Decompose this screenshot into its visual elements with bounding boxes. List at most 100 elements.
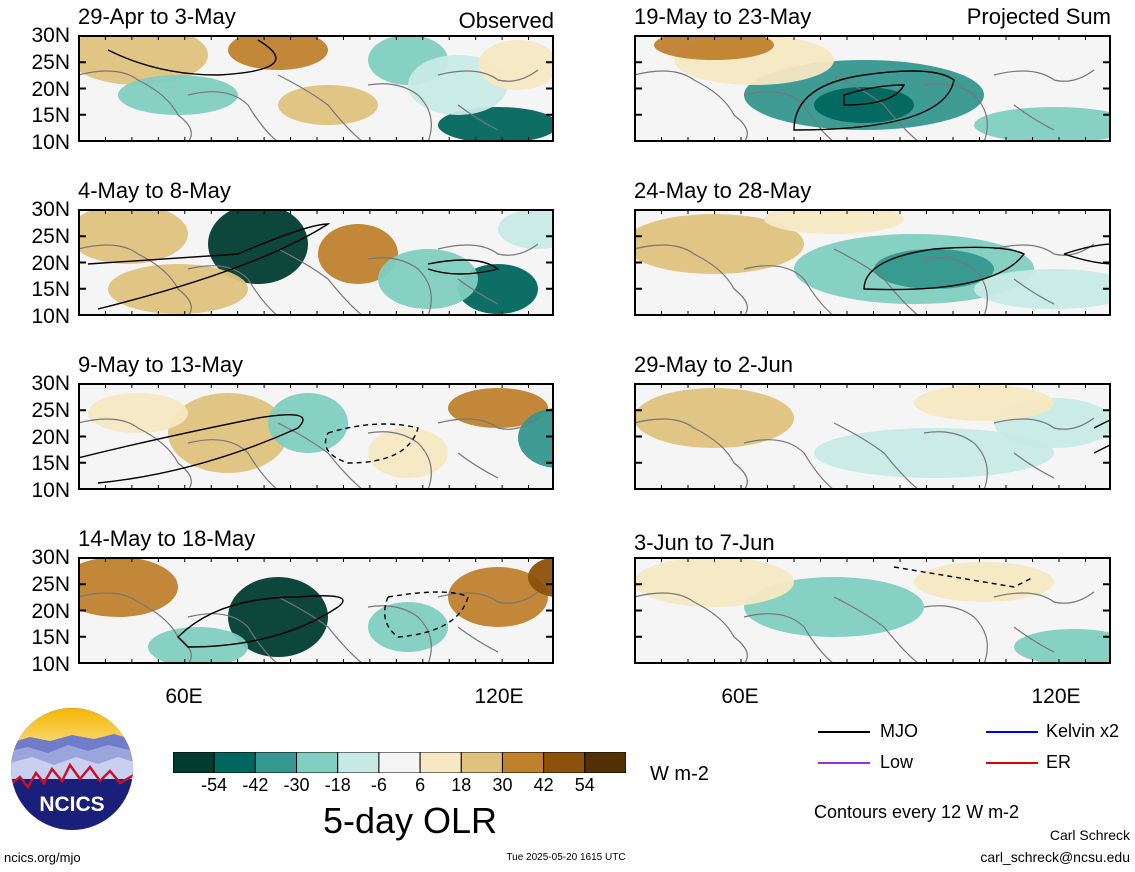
olr-anomaly-region: [78, 35, 208, 85]
projected-panel-3-title: 29-May to 2-Jun: [634, 352, 793, 377]
projected-panel-2-title: 24-May to 28-May: [634, 178, 812, 203]
observed-panel-3-map: [78, 383, 554, 490]
lon-label-60e-right: 60E: [721, 685, 759, 708]
olr-anomaly-region: [78, 557, 178, 617]
olr-anomaly-region: [528, 557, 554, 597]
coastline: [78, 69, 539, 142]
colorbar-tick-label: -18: [324, 775, 351, 795]
olr-anomaly-region: [814, 87, 914, 123]
lat-label: 15N: [31, 452, 70, 476]
colorbar-swatch: [213, 751, 256, 774]
olr-map: [634, 209, 1111, 316]
olr-anomaly-region: [88, 393, 188, 433]
coastline: [634, 591, 1095, 664]
mjo-contour: [87, 223, 331, 310]
colorbar-tick-label: -6: [370, 775, 387, 795]
legend-kelvin-swatch: [986, 731, 1038, 733]
lat-label: 15N: [31, 278, 70, 302]
colorbar-swatch: [419, 751, 462, 774]
olr-map: [78, 35, 554, 142]
lat-label: 20N: [31, 251, 70, 275]
olr-map: [78, 557, 554, 664]
colorbar-tick-label: 42: [533, 775, 554, 795]
projected-panel-1-title: 19-May to 23-May: [634, 4, 812, 29]
lat-label: 10N: [31, 479, 70, 502]
olr-anomaly-region: [368, 428, 448, 478]
contour-note: Contours every 12 W m-2: [814, 802, 1020, 822]
coastline: [78, 591, 539, 664]
coastline: [78, 417, 539, 490]
projected-panel-2-map: [634, 209, 1111, 316]
author-email: carl_schreck@ncsu.edu: [980, 849, 1130, 865]
projected-label: Projected Sum: [966, 4, 1111, 29]
logo-text: NCICS: [39, 793, 104, 816]
olr-anomaly-region: [78, 209, 188, 264]
site-link[interactable]: ncics.org/mjo: [4, 850, 81, 865]
lat-label: 30N: [31, 198, 70, 221]
legend-er-swatch: [986, 762, 1038, 764]
legend-low-label: Low: [880, 752, 914, 772]
projected-panel-3-map: [634, 383, 1111, 490]
timestamp: Tue 2025-05-20 1615 UTC: [506, 852, 626, 863]
colorbar-swatch: [584, 751, 627, 774]
ncics-logo: NCICS: [10, 707, 134, 831]
olr-anomaly-region: [268, 393, 348, 453]
observed-panel-4-title: 14-May to 18-May: [78, 526, 256, 551]
lat-label: 25N: [31, 572, 70, 596]
colorbar-tick-label: 6: [415, 775, 426, 795]
olr-anomaly-region: [458, 264, 538, 314]
olr-map: [634, 383, 1111, 490]
olr-anomaly-region: [518, 408, 554, 468]
lat-label: 25N: [31, 224, 70, 248]
colorbar-tick-label: 18: [451, 775, 472, 795]
mjo-contour: [843, 84, 906, 106]
lat-label: 25N: [31, 50, 70, 74]
lat-label: 25N: [31, 398, 70, 422]
lat-label: 30N: [31, 24, 70, 47]
olr-anomaly-region: [148, 627, 248, 664]
olr-anomaly-region: [634, 214, 804, 274]
coastline: [634, 417, 1095, 490]
mjo-contour: [177, 595, 344, 648]
lat-label: 30N: [31, 372, 70, 395]
olr-anomaly-region: [208, 209, 308, 284]
olr-anomaly-region: [744, 577, 924, 637]
coastline: [634, 243, 1095, 316]
colorbar-title: 5-day OLR: [322, 800, 498, 841]
colorbar-swatch: [296, 751, 339, 774]
olr-anomaly-region: [974, 269, 1111, 309]
projected-panel-1-map: [634, 35, 1111, 142]
olr-anomaly-region: [318, 224, 398, 284]
olr-anomaly-region: [914, 385, 1054, 421]
olr-anomaly-region: [634, 557, 794, 607]
mjo-contour: [384, 591, 469, 638]
mjo-contour: [793, 70, 955, 131]
colorbar-swatch: [337, 751, 380, 774]
mjo-contour: [1093, 418, 1111, 429]
observed-panel-1-title: 29-Apr to 3-May: [78, 4, 236, 29]
olr-anomaly-region: [118, 75, 238, 115]
coastline: [78, 243, 539, 316]
legend-kelvin-label: Kelvin x2: [1046, 721, 1120, 741]
lat-label: 10N: [31, 305, 70, 328]
colorbar-tick-label: 30: [492, 775, 513, 795]
lon-label-120e-right: 120E: [1031, 685, 1081, 708]
olr-map: [634, 35, 1111, 142]
lat-label: 20N: [31, 77, 70, 101]
olr-anomaly-region: [438, 107, 554, 142]
olr-anomaly-region: [634, 388, 794, 448]
lon-label-120e-left: 120E: [474, 685, 524, 708]
mjo-contour: [78, 413, 304, 484]
lat-label: 20N: [31, 425, 70, 449]
lat-label: 10N: [31, 653, 70, 676]
colorbar-tick-label: -42: [242, 775, 269, 795]
lat-label: 15N: [31, 626, 70, 650]
olr-anomaly-region: [654, 35, 774, 60]
observed-label: Observed: [458, 8, 554, 33]
colorbar-tick-label: -54: [201, 775, 228, 795]
projected-panel-4-title: 3-Jun to 7-Jun: [634, 530, 775, 555]
olr-anomaly-region: [874, 249, 994, 289]
colorbar-swatch: [543, 751, 586, 774]
observed-panel-4-map: [78, 557, 554, 664]
lat-label: 30N: [31, 546, 70, 569]
